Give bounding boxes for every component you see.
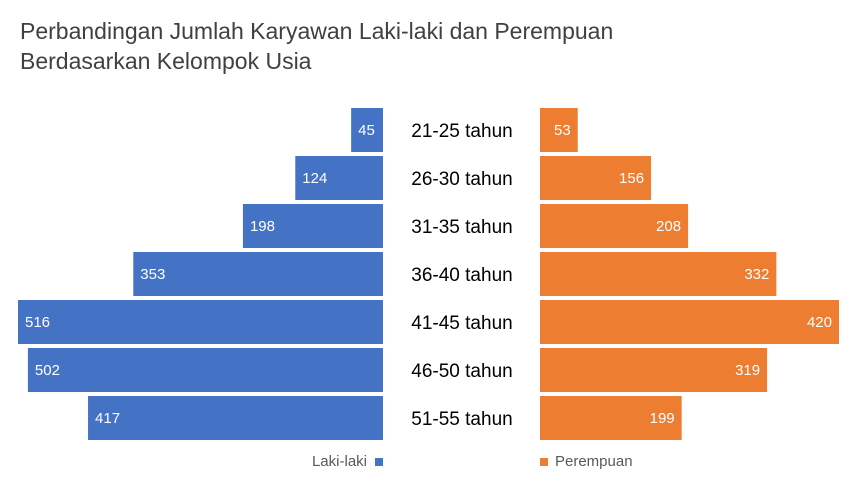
data-label-male: 45 (358, 122, 375, 139)
data-label-female: 208 (656, 218, 681, 235)
legend-swatch-female (540, 458, 548, 466)
chart-title: Perbandingan Jumlah Karyawan Laki-laki d… (20, 16, 613, 76)
bar-female-21-25 (540, 108, 578, 152)
bar-female-36-40 (540, 252, 777, 296)
data-label-male: 353 (140, 266, 165, 283)
legend: Laki-laki Perempuan (312, 453, 633, 470)
bar-male-51-55 (88, 396, 384, 440)
bar-male-21-25 (351, 108, 383, 152)
category-label: 31-35 tahun (411, 217, 512, 238)
data-label-female: 319 (735, 362, 760, 379)
chart-title-line-1: Perbandingan Jumlah Karyawan Laki-laki d… (20, 18, 614, 44)
bar-male-46-50 (27, 348, 383, 392)
data-label-female: 53 (554, 122, 571, 139)
category-label: 46-50 tahun (411, 361, 512, 382)
legend-swatch-male (375, 458, 383, 466)
data-label-female: 332 (744, 266, 769, 283)
chart-title-line-2: Berdasarkan Kelompok Usia (20, 48, 312, 74)
bar-female-51-55 (540, 396, 682, 440)
legend-label-female: Perempuan (555, 453, 633, 470)
data-label-female: 199 (650, 410, 675, 427)
category-labels: 21-25 tahun 26-30 tahun 31-35 tahun 36-40 t… (411, 121, 512, 430)
data-label-male: 417 (95, 410, 120, 427)
bar-female-41-45 (540, 300, 839, 344)
data-label-male: 198 (250, 218, 275, 235)
bar-male-36-40 (133, 252, 383, 296)
data-label-male: 516 (25, 314, 50, 331)
data-label-male: 502 (35, 362, 60, 379)
bar-male-26-30 (295, 156, 383, 200)
data-label-female: 156 (619, 170, 644, 187)
data-label-female: 420 (807, 314, 832, 331)
bar-female-26-30 (540, 156, 652, 200)
bar-male-31-35 (242, 204, 383, 248)
bar-male-41-45 (18, 300, 383, 344)
legend-label-male: Laki-laki (312, 453, 367, 470)
female-series-bars: 53 156 208 332 420 319 199 (540, 108, 839, 440)
category-label: 41-45 tahun (411, 313, 512, 334)
category-label: 21-25 tahun (411, 121, 512, 142)
category-label: 26-30 tahun (411, 169, 512, 190)
data-label-male: 124 (302, 170, 327, 187)
category-label: 36-40 tahun (411, 265, 512, 286)
bar-female-31-35 (540, 204, 689, 248)
bar-female-46-50 (540, 348, 768, 392)
category-label: 51-55 tahun (411, 409, 512, 430)
male-series-bars: 45 124 198 353 516 502 417 (18, 108, 384, 440)
